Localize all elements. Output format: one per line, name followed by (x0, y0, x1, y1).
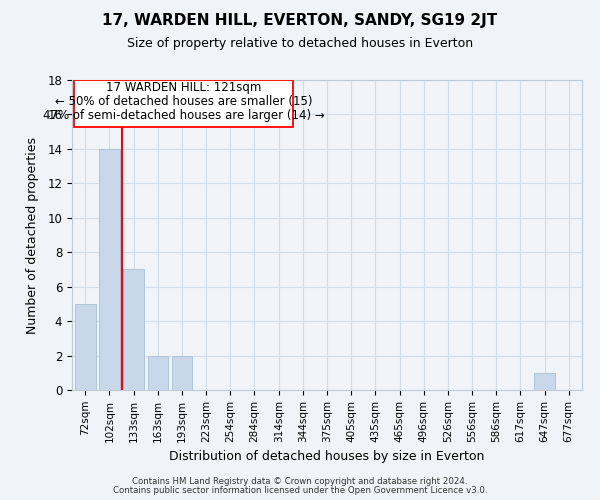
Text: 17, WARDEN HILL, EVERTON, SANDY, SG19 2JT: 17, WARDEN HILL, EVERTON, SANDY, SG19 2J… (103, 12, 497, 28)
Text: Size of property relative to detached houses in Everton: Size of property relative to detached ho… (127, 38, 473, 51)
Text: 47% of semi-detached houses are larger (14) →: 47% of semi-detached houses are larger (… (43, 109, 325, 122)
Bar (124, 270, 144, 390)
Bar (99, 149, 120, 390)
FancyBboxPatch shape (74, 80, 293, 128)
X-axis label: Distribution of detached houses by size in Everton: Distribution of detached houses by size … (169, 450, 485, 463)
Bar (75, 304, 95, 390)
Text: ← 50% of detached houses are smaller (15): ← 50% of detached houses are smaller (15… (55, 95, 313, 108)
Text: Contains HM Land Registry data © Crown copyright and database right 2024.: Contains HM Land Registry data © Crown c… (132, 477, 468, 486)
Y-axis label: Number of detached properties: Number of detached properties (26, 136, 39, 334)
Bar (172, 356, 192, 390)
Text: Contains public sector information licensed under the Open Government Licence v3: Contains public sector information licen… (113, 486, 487, 495)
Bar (534, 373, 555, 390)
Text: 17 WARDEN HILL: 121sqm: 17 WARDEN HILL: 121sqm (106, 81, 262, 94)
Bar (148, 356, 168, 390)
